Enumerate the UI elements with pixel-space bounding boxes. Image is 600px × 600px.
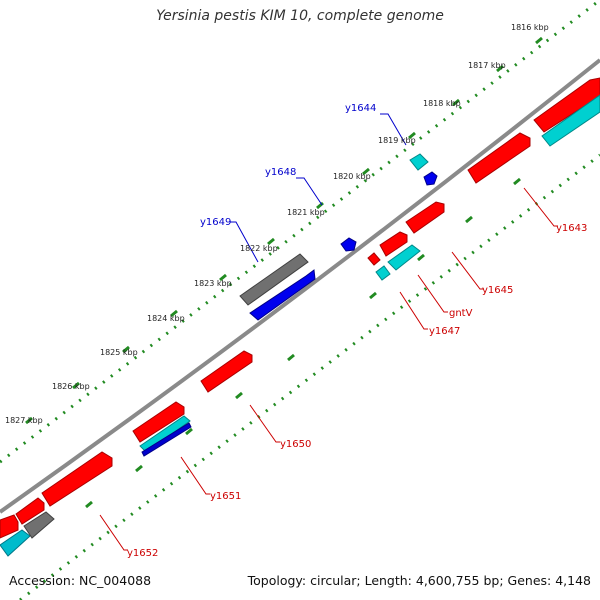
gene-feature-edge-red-1 <box>15 497 45 525</box>
gene-feature-y1643-b <box>467 132 531 184</box>
gene-feature-small-blue <box>340 237 357 252</box>
gene-feature-cyan-6 <box>0 529 31 557</box>
gene-feature-y1645 <box>405 201 445 234</box>
gene-feature-cyan-3 <box>387 244 421 271</box>
tick-label: 1823 kbp <box>194 279 232 288</box>
tick-label: 1820 kbp <box>333 172 371 181</box>
gene-feature-small-2 <box>367 252 381 266</box>
red-leader-lines <box>99 187 558 551</box>
tick-label: 1822 kbp <box>240 244 278 253</box>
gene-label-y1649: y1649 <box>200 217 231 228</box>
gene-feature-small-1 <box>379 231 408 257</box>
topology-label: Topology: circular; Length: 4,600,755 bp… <box>247 573 591 588</box>
gene-feature-y1648 <box>249 269 316 321</box>
gene-feature-y1644 <box>423 171 438 186</box>
tick-label: 1817 kbp <box>468 61 506 70</box>
gene-label-y1643: y1643 <box>556 223 587 234</box>
gene-feature-edge-red-2 <box>0 514 19 539</box>
accession-label: Accession: NC_004088 <box>9 573 152 588</box>
tick-label: 1824 kbp <box>147 314 185 323</box>
gene-label-gntV: gntV <box>449 308 473 319</box>
gene-label-y1652: y1652 <box>127 548 158 559</box>
gene-label-y1648: y1648 <box>265 167 296 178</box>
outer-tick-dots <box>0 0 600 464</box>
gene-feature-cyan-2 <box>409 153 429 171</box>
gene-label-y1650: y1650 <box>280 439 311 450</box>
gene-label-y1651: y1651 <box>210 491 241 502</box>
tick-label: 1821 kbp <box>287 208 325 217</box>
tick-label: 1826 kbp <box>52 382 90 391</box>
tick-label: 1819 kbp <box>378 136 416 145</box>
tick-label: 1816 kbp <box>511 23 549 32</box>
genome-backbone <box>0 58 600 514</box>
tick-label: 1818 kbp <box>423 99 461 108</box>
gene-label-y1647: y1647 <box>429 326 460 337</box>
gene-feature-y1650 <box>200 350 253 393</box>
gene-feature-y1652 <box>41 451 113 507</box>
gene-label-y1645: y1645 <box>482 285 513 296</box>
gene-feature-y1643-a <box>533 77 600 133</box>
gene-label-y1644: y1644 <box>345 103 376 114</box>
gene-feature-y1651 <box>132 401 185 443</box>
gene-feature-cyan-4 <box>375 265 391 281</box>
gene-feature-cyan-5 <box>139 415 191 453</box>
gene-feature-gray-edge <box>23 511 55 539</box>
blue-leader-lines <box>230 113 407 263</box>
tick-label: 1825 kbp <box>100 348 138 357</box>
tick-label: 1827 kbp <box>5 416 43 425</box>
major-ticks <box>25 36 543 509</box>
map-title: Yersinia pestis KIM 10, complete genome <box>156 8 444 24</box>
gene-feature-y1649 <box>239 253 309 306</box>
inner-tick-dots <box>19 153 600 600</box>
gene-feature-blue-stripe <box>141 422 192 457</box>
gene-feature-cyan-1 <box>541 94 600 147</box>
